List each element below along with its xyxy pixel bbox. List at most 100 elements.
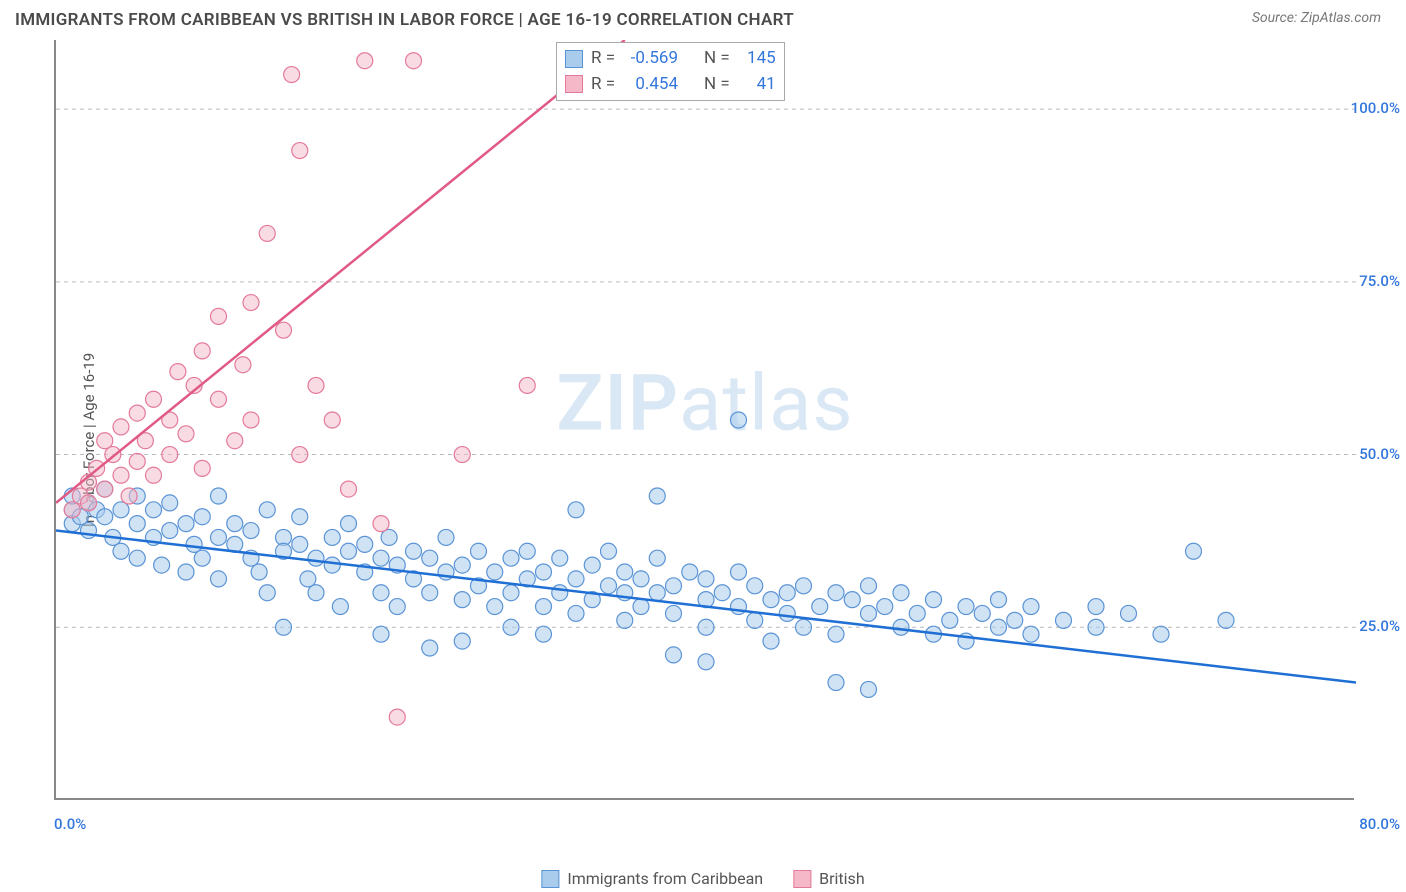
data-point (113, 419, 129, 435)
data-point (1056, 612, 1072, 628)
data-point (1088, 599, 1104, 615)
data-point (162, 523, 178, 539)
data-point (552, 550, 568, 566)
x-tick-label: 80.0% (1359, 815, 1400, 833)
data-point (487, 599, 503, 615)
data-point (698, 571, 714, 587)
data-point (178, 564, 194, 580)
data-point (633, 599, 649, 615)
data-point (519, 543, 535, 559)
data-point (97, 481, 113, 497)
data-point (121, 488, 137, 504)
data-point (454, 447, 470, 463)
data-point (373, 585, 389, 601)
data-point (146, 391, 162, 407)
legend-swatch (541, 870, 559, 888)
data-point (97, 509, 113, 525)
data-point (1153, 626, 1169, 642)
data-point (178, 426, 194, 442)
legend-item: Immigrants from Caribbean (541, 869, 763, 888)
data-point (682, 564, 698, 580)
data-point (308, 550, 324, 566)
data-point (1007, 612, 1023, 628)
data-point (763, 592, 779, 608)
data-point (649, 488, 665, 504)
data-point (308, 377, 324, 393)
data-point (698, 619, 714, 635)
data-point (211, 529, 227, 545)
data-point (154, 557, 170, 573)
data-point (617, 564, 633, 580)
data-point (909, 605, 925, 621)
data-point (649, 550, 665, 566)
data-point (341, 516, 357, 532)
data-point (389, 709, 405, 725)
data-point (129, 516, 145, 532)
series-swatch (565, 75, 583, 93)
n-value: 145 (738, 46, 776, 72)
data-point (861, 681, 877, 697)
data-point (519, 377, 535, 393)
data-point (194, 550, 210, 566)
data-point (162, 495, 178, 511)
legend-item: British (793, 869, 864, 888)
n-label: N = (704, 72, 730, 98)
data-point (308, 585, 324, 601)
legend-label: British (819, 869, 864, 888)
data-point (129, 453, 145, 469)
data-point (617, 612, 633, 628)
data-point (714, 585, 730, 601)
data-point (211, 571, 227, 587)
data-point (893, 585, 909, 601)
data-point (146, 502, 162, 518)
data-point (113, 543, 129, 559)
data-point (958, 599, 974, 615)
data-point (1121, 605, 1137, 621)
data-point (243, 412, 259, 428)
data-point (779, 605, 795, 621)
data-point (991, 619, 1007, 635)
data-point (812, 599, 828, 615)
data-point (666, 647, 682, 663)
data-point (243, 295, 259, 311)
data-point (211, 308, 227, 324)
data-point (113, 467, 129, 483)
data-point (861, 605, 877, 621)
data-point (796, 619, 812, 635)
stats-row: R =0.454N =41 (565, 72, 776, 98)
data-point (536, 599, 552, 615)
data-point (292, 536, 308, 552)
data-point (926, 592, 942, 608)
data-point (373, 516, 389, 532)
legend: Immigrants from Caribbean British (541, 869, 864, 888)
n-value: 41 (738, 72, 776, 98)
n-label: N = (704, 46, 730, 72)
data-point (568, 502, 584, 518)
data-point (1023, 626, 1039, 642)
data-point (454, 592, 470, 608)
x-tick-label: 0.0% (54, 815, 86, 833)
data-point (454, 557, 470, 573)
plot-area: ZIPatlas R =-0.569N =145R =0.454N =41 (54, 40, 1354, 800)
chart-container: In Labor Force | Age 16-19 ZIPatlas R =-… (12, 35, 1392, 845)
data-point (731, 564, 747, 580)
data-point (292, 447, 308, 463)
chart-title: IMMIGRANTS FROM CARIBBEAN VS BRITISH IN … (15, 10, 794, 30)
data-point (292, 143, 308, 159)
data-point (194, 343, 210, 359)
data-point (601, 543, 617, 559)
data-point (828, 585, 844, 601)
data-point (828, 626, 844, 642)
data-point (861, 578, 877, 594)
data-point (471, 543, 487, 559)
data-point (357, 536, 373, 552)
data-point (422, 585, 438, 601)
data-point (194, 509, 210, 525)
data-point (211, 391, 227, 407)
stats-legend-box: R =-0.569N =145R =0.454N =41 (556, 42, 785, 101)
header: IMMIGRANTS FROM CARIBBEAN VS BRITISH IN … (0, 0, 1406, 35)
source-attribution: Source: ZipAtlas.com (1252, 10, 1381, 26)
y-tick-label: 25.0% (1359, 617, 1400, 635)
data-point (633, 571, 649, 587)
data-point (259, 225, 275, 241)
